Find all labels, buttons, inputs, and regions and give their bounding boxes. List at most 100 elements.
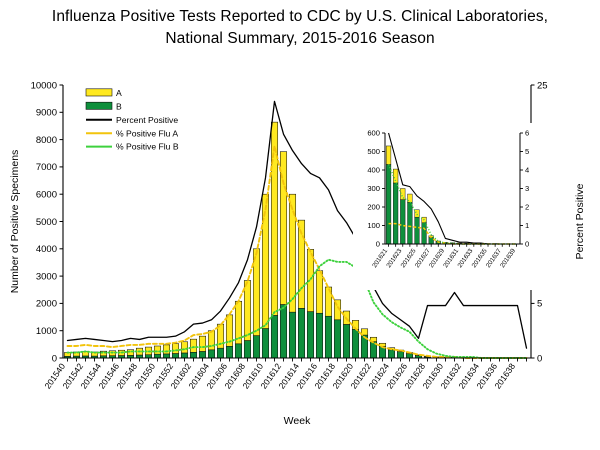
inset-y-tick-label-left: 300 <box>367 184 380 193</box>
bar-flu-b <box>270 315 279 359</box>
bar-flu-a <box>153 345 162 355</box>
bar-flu-a <box>279 151 288 305</box>
bar-flu-b <box>153 353 162 359</box>
bar-flu-b <box>279 304 288 359</box>
chart-title-line2: National Summary, 2015-2016 Season <box>165 30 435 48</box>
line-percent-positive <box>66 100 528 349</box>
inset-y-tick-label-right: 1 <box>525 221 529 230</box>
inset-bar-flu-b <box>393 182 399 245</box>
bar-flu-a <box>198 335 207 352</box>
y-tick-label-left: 3000 <box>36 271 57 282</box>
bar-flu-b <box>342 324 351 359</box>
y-tick-label-left: 7000 <box>36 162 57 173</box>
legend-label-0: A <box>116 88 122 98</box>
bar-flu-b <box>405 353 414 359</box>
inset-y-tick-label-left: 0 <box>376 240 380 249</box>
y-tick-label-left: 0 <box>52 353 57 364</box>
bar-flu-b <box>288 311 297 359</box>
chart-title: Influenza Positive Tests Reported to CDC… <box>0 6 600 51</box>
main-lines <box>66 100 528 359</box>
bar-flu-b <box>198 351 207 359</box>
bar-flu-a <box>171 343 180 354</box>
bar-flu-a <box>297 219 306 309</box>
bar-flu-b <box>315 312 324 359</box>
x-axis-title: Week <box>284 415 311 427</box>
bar-flu-a <box>99 350 108 357</box>
inset-bar-flu-a <box>385 145 392 165</box>
bar-flu-b <box>180 352 189 359</box>
legend-label-2: Percent Positive <box>116 115 178 125</box>
bar-flu-b <box>306 311 315 359</box>
inset-bar-flu-a <box>400 188 406 200</box>
inset-bar-flu-b <box>407 202 413 245</box>
inset-y-tick-label-right: 3 <box>525 184 529 193</box>
y-tick-label-left: 8000 <box>36 135 57 146</box>
inset-y-tick-label-left: 100 <box>367 221 380 230</box>
inset-y-tick-label-right: 2 <box>525 203 529 212</box>
bar-flu-b <box>396 351 405 359</box>
inset-bars <box>385 145 498 245</box>
main-bars <box>63 121 522 359</box>
bar-flu-a <box>378 342 387 347</box>
y-tick-label-left: 10000 <box>31 80 57 91</box>
bar-flu-b <box>333 319 342 359</box>
bar-flu-b <box>207 349 216 359</box>
bar-flu-a <box>315 270 324 314</box>
bar-flu-b <box>351 329 360 359</box>
inset-y-tick-label-right: 5 <box>525 147 529 156</box>
bar-flu-b <box>162 353 171 359</box>
inset-bar-flu-a <box>393 168 399 184</box>
bar-flu-a <box>180 341 189 354</box>
bar-flu-b <box>252 335 261 359</box>
bar-flu-a <box>360 328 369 336</box>
y-tick-label-left: 2000 <box>36 299 57 310</box>
legend-swatch-a <box>85 88 113 97</box>
bar-flu-a <box>243 280 252 341</box>
y-tick-label-right: 0 <box>537 353 542 364</box>
legend-label-1: B <box>116 102 122 112</box>
line-percent-flu-b <box>66 258 528 359</box>
inset-bar-flu-b <box>421 222 427 245</box>
y-tick-label-right: 25 <box>537 80 548 91</box>
bar-flu-b <box>243 340 252 359</box>
y-tick-label-left: 4000 <box>36 244 57 255</box>
bar-flu-b <box>216 347 225 359</box>
inset-y-tick-label-left: 600 <box>367 129 380 138</box>
legend: AB Percent Positive % Positive Flu A % Posi… <box>85 88 179 152</box>
y-tick-label-left: 1000 <box>36 326 57 337</box>
bar-flu-b <box>387 349 396 359</box>
bar-flu-a <box>189 338 198 353</box>
inset-bar-flu-b <box>428 237 434 245</box>
bar-flu-a <box>306 249 315 312</box>
inset-y-tick-label-left: 400 <box>367 166 380 175</box>
y-tick-label-left: 5000 <box>36 217 57 228</box>
bar-flu-a <box>288 193 297 313</box>
y-axis-right-title: Percent Positive <box>574 183 586 259</box>
inset-bar-flu-a <box>414 209 420 218</box>
inset-chart: 0100200300400500600012345620162120162320… <box>353 123 562 290</box>
bar-flu-b <box>324 315 333 359</box>
bar-flu-a <box>72 351 81 357</box>
y-tick-label-right: 5 <box>537 299 542 310</box>
bar-flu-b <box>261 328 270 359</box>
y-tick-label-left: 9000 <box>36 108 57 119</box>
bar-flu-b <box>234 343 243 359</box>
bar-flu-b <box>189 351 198 359</box>
inset-bar-flu-b <box>400 199 406 245</box>
inset-y-tick-label-right: 6 <box>525 129 529 138</box>
y-axis-left-title: Number of Positive Specimens <box>9 150 21 294</box>
legend-label-4: % Positive Flu B <box>116 142 179 152</box>
y-tick-label-left: 6000 <box>36 190 57 201</box>
bar-flu-a <box>270 121 279 316</box>
inset-bar-flu-b <box>414 216 420 245</box>
chart-title-line1: Influenza Positive Tests Reported to CDC… <box>51 8 549 25</box>
bar-flu-a <box>261 193 270 329</box>
inset-y-tick-label-right: 4 <box>525 166 529 175</box>
inset-bar-flu-b <box>385 164 392 245</box>
bar-flu-a <box>162 344 171 355</box>
legend-label-3: % Positive Flu A <box>116 128 178 138</box>
bar-flu-b <box>297 308 306 359</box>
inset-y-tick-label-right: 0 <box>525 240 529 249</box>
